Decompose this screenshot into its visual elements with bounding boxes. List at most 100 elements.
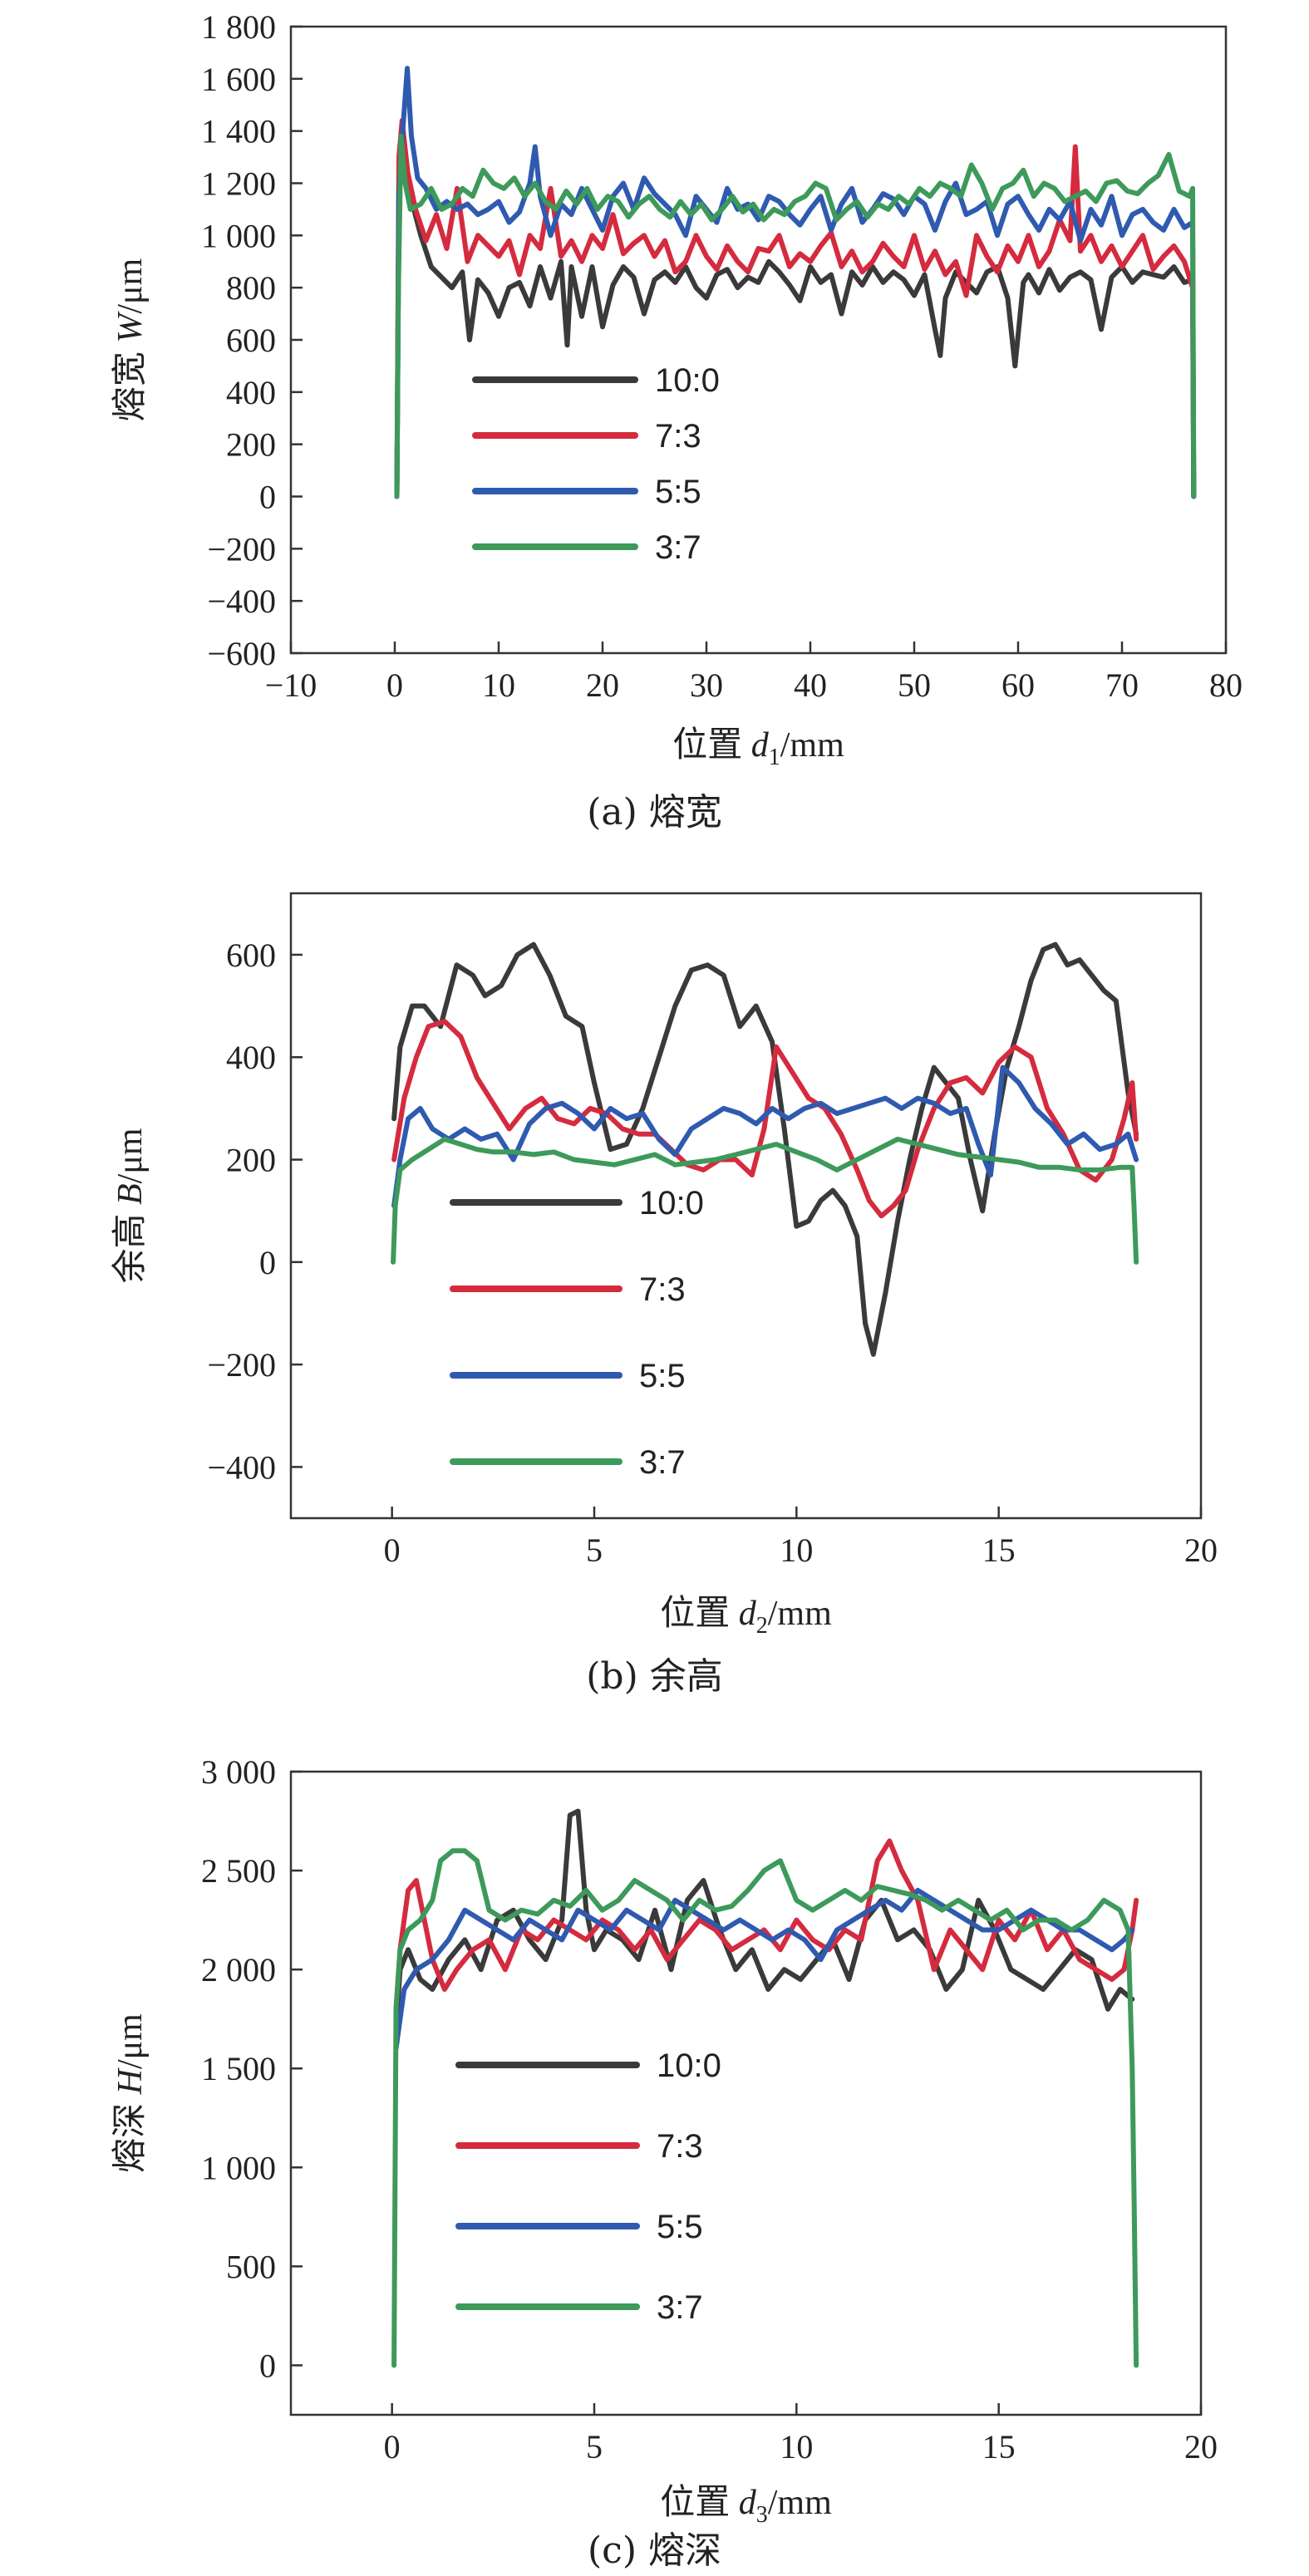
series-group <box>394 66 1197 499</box>
legend-label: 3:7 <box>657 2289 703 2326</box>
x-tick-label: 20 <box>586 666 619 704</box>
series-line-3-7 <box>394 134 1197 499</box>
y-label-prefix: 熔宽 <box>111 343 150 422</box>
series-line-7-3 <box>394 118 1197 499</box>
y-tick-label: −200 <box>207 530 276 568</box>
x-label-suffix: /mm <box>768 1595 832 1633</box>
series-line-3-7 <box>391 1848 1139 2368</box>
x-tick-label: 15 <box>982 1531 1016 1569</box>
x-label-var: d <box>751 726 770 764</box>
y-axis-label: 熔深 H/μm <box>111 2013 150 2173</box>
x-label-var: d <box>739 1595 757 1633</box>
legend-label: 3:7 <box>655 529 701 566</box>
x-label-suffix: /mm <box>780 726 844 764</box>
x-label-prefix: 位置 <box>660 1594 739 1633</box>
series-group <box>391 941 1139 1357</box>
series-line-10-0 <box>391 941 1139 1357</box>
x-tick-label: 0 <box>384 1531 401 1569</box>
legend-label: 7:3 <box>655 418 701 455</box>
chart-panel-1: 0 5 10 15 20 −400 −200 0 200 400 600 位置 d2/mm 余高 B/μ… <box>0 856 1309 1720</box>
x-label-sub: 1 <box>769 745 780 770</box>
x-tick-label: 0 <box>384 2428 401 2465</box>
y-tick-label: −400 <box>207 1448 276 1486</box>
plot-frame <box>289 892 1203 1520</box>
y-tick-label: 0 <box>259 1244 276 1281</box>
y-tick-label: 800 <box>226 269 276 307</box>
y-tick-label: −400 <box>207 583 276 620</box>
y-tick-label: 2 000 <box>201 1951 276 1989</box>
y-tick-label: 3 000 <box>201 1753 276 1791</box>
x-tick-label: 5 <box>586 1531 603 1569</box>
chart-svg: 0 5 10 15 20 −400 −200 0 200 400 600 位置 d2/mm 余高 B/μ… <box>111 892 1218 1639</box>
y-tick-label: 1 000 <box>201 2149 276 2186</box>
x-tick-label: 10 <box>780 2428 813 2465</box>
y-tick-label: 400 <box>226 374 276 411</box>
x-tick-label: 20 <box>1184 1531 1218 1569</box>
y-axis-label: 余高 B/μm <box>111 1128 150 1283</box>
legend-label: 7:3 <box>657 2128 703 2165</box>
y-axis-label: 熔宽 W/μm <box>111 258 150 421</box>
legend-label: 5:5 <box>639 1358 686 1394</box>
y-tick-label: 1 000 <box>201 217 276 254</box>
y-tick-label: 500 <box>226 2248 276 2285</box>
x-tick-label: 15 <box>982 2428 1016 2465</box>
x-tick-label: 70 <box>1105 666 1139 704</box>
y-label-var: W <box>111 311 150 343</box>
y-label-prefix: 余高 <box>111 1205 150 1284</box>
legend-label: 7:3 <box>639 1271 686 1308</box>
x-axis-label: 位置 d3/mm <box>660 2483 832 2528</box>
x-tick-label: 80 <box>1209 666 1243 704</box>
x-tick-label: 60 <box>1001 666 1035 704</box>
x-tick-label: 30 <box>690 666 723 704</box>
series-line-7-3 <box>391 1019 1139 1219</box>
x-tick-label: −10 <box>265 666 317 704</box>
y-tick-label: −200 <box>207 1346 276 1384</box>
y-label-suffix: /μm <box>111 258 150 313</box>
series-line-7-3 <box>393 1838 1139 2012</box>
legend-label: 5:5 <box>655 474 701 510</box>
x-label-suffix: /mm <box>768 2484 832 2522</box>
y-tick-label: 1 400 <box>201 113 276 150</box>
x-label-sub: 3 <box>756 2502 768 2528</box>
series-line-5-5 <box>394 66 1197 499</box>
y-tick-label: 0 <box>259 2347 276 2384</box>
legend-label: 5:5 <box>657 2209 703 2245</box>
y-tick-label: 400 <box>226 1039 276 1076</box>
y-label-suffix: /μm <box>111 1128 150 1183</box>
x-label-prefix: 位置 <box>660 2483 739 2522</box>
series-line-5-5 <box>391 1064 1139 1208</box>
y-tick-label: 1 500 <box>201 2050 276 2087</box>
chart-svg: 0 5 10 15 20 0 500 1 000 1 500 2 000 2 500 3 000 位置 … <box>111 1753 1218 2528</box>
legend-label: 3:7 <box>639 1444 686 1481</box>
y-tick-label: 1 800 <box>201 8 276 46</box>
x-tick-label: 20 <box>1184 2428 1218 2465</box>
y-tick-label: 600 <box>226 322 276 359</box>
x-label-sub: 2 <box>756 1613 768 1639</box>
chart-caption: (a) 熔宽 <box>587 791 722 833</box>
legend-label: 10:0 <box>657 2048 721 2084</box>
y-label-suffix: /μm <box>111 2013 150 2069</box>
series-line-10-0 <box>394 128 1197 499</box>
chart-panel-0: −10 0 10 20 30 40 50 60 70 80 −600 −400 −200 0 200 400 6… <box>0 0 1309 856</box>
x-tick-label: 5 <box>586 2428 603 2465</box>
series-group <box>391 1808 1139 2368</box>
legend-label: 10:0 <box>655 362 720 399</box>
y-tick-label: 200 <box>226 426 276 464</box>
x-tick-label: 0 <box>386 666 403 704</box>
chart-caption: (c) 熔深 <box>588 2529 721 2572</box>
chart-svg: −10 0 10 20 30 40 50 60 70 80 −600 −400 −200 0 200 400 6… <box>111 8 1243 770</box>
x-label-prefix: 位置 <box>672 725 751 764</box>
y-label-var: B <box>111 1183 150 1205</box>
chart-panel-2: 0 5 10 15 20 0 500 1 000 1 500 2 000 2 500 3 000 位置 … <box>0 1720 1309 2576</box>
x-axis-label: 位置 d1/mm <box>672 725 844 770</box>
y-tick-label: 0 <box>259 479 276 516</box>
y-label-var: H <box>111 2067 150 2095</box>
y-label-prefix: 熔深 <box>111 2094 150 2173</box>
y-tick-label: 1 200 <box>201 165 276 203</box>
plot-frame <box>289 1770 1203 2416</box>
x-tick-label: 10 <box>482 666 515 704</box>
series-line-5-5 <box>393 1887 1135 2052</box>
y-tick-label: 2 500 <box>201 1852 276 1890</box>
series-line-3-7 <box>391 1136 1139 1265</box>
y-tick-label: −600 <box>207 635 276 672</box>
